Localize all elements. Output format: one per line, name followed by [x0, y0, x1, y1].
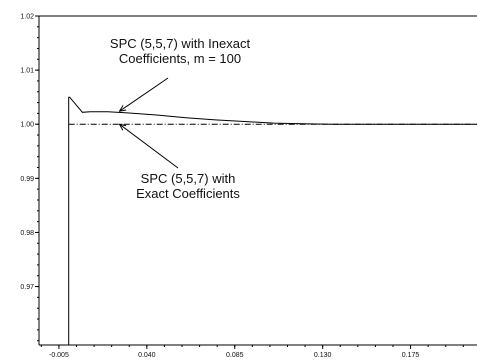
x-tick-label: 0.085 — [226, 352, 244, 359]
x-tick-label: 0.130 — [314, 352, 332, 359]
y-tick-label: 1.02 — [20, 14, 34, 21]
y-tick-label: 0.98 — [20, 230, 34, 237]
x-tick-label: 0.040 — [138, 352, 156, 359]
annotation-text: Exact Coefficients — [136, 186, 240, 201]
annotation-text: Coefficients, m = 100 — [119, 51, 241, 66]
y-tick-label: 1.01 — [20, 68, 34, 75]
annotation-text: SPC (5,5,7) with Inexact — [110, 36, 251, 51]
annotation-arrow — [119, 77, 169, 111]
annotation-arrow — [119, 124, 179, 169]
y-tick-label: 1.00 — [20, 122, 34, 129]
series-group — [68, 96, 477, 345]
annotation-text: SPC (5,5,7) with — [141, 171, 236, 186]
y-tick-label: 0.99 — [20, 176, 34, 183]
x-tick-label: -0.005 — [49, 352, 69, 359]
y-tick-label: 0.97 — [20, 284, 34, 291]
x-tick-label: 0.175 — [402, 352, 420, 359]
axes: 0.97 0.98 0.99 1.00 1.01 1.02 -0.005 0.040 0.085… — [20, 14, 477, 359]
series-inexact-line — [68, 96, 477, 345]
